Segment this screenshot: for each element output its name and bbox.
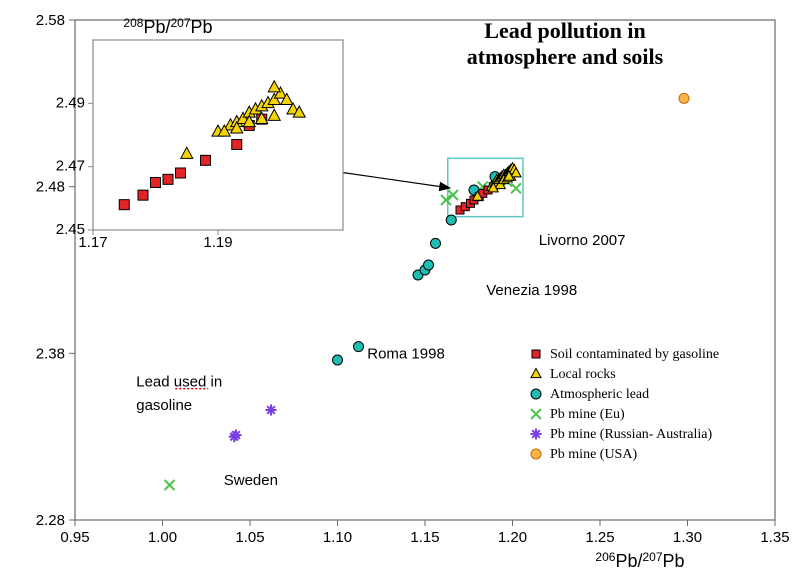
legend-label: Pb mine (Eu)	[550, 407, 625, 422]
svg-text:1.19: 1.19	[203, 234, 232, 251]
chart-container: 0.95 1.00 1.05 1.10 1.15 1.20 1.25 1.30 1.35 2.28…	[0, 0, 812, 583]
svg-text:206Pb/207Pb: 206Pb/207Pb	[595, 550, 684, 571]
svg-text:1.00: 1.00	[148, 529, 177, 546]
annotation: Sweden	[224, 472, 278, 489]
svg-text:atmosphere and soils: atmosphere and soils	[467, 44, 664, 69]
svg-text:208Pb/207Pb: 208Pb/207Pb	[123, 16, 212, 37]
axis-label: 208Pb/207Pb	[123, 16, 212, 37]
annotation: Lead used in	[136, 374, 222, 391]
svg-text:2.38: 2.38	[36, 345, 65, 362]
callout-arrow	[339, 172, 450, 188]
svg-text:1.35: 1.35	[760, 529, 789, 546]
svg-text:1.10: 1.10	[323, 529, 352, 546]
svg-text:1.30: 1.30	[673, 529, 702, 546]
legend: Soil contaminated by gasoline Local rocks…	[531, 347, 720, 462]
svg-text:2.45: 2.45	[56, 221, 85, 238]
annotation: Venezia 1998	[486, 282, 577, 299]
annotation: gasoline	[136, 397, 192, 414]
series-local_rocks	[473, 163, 522, 201]
series-pb_mine_ru_au	[229, 405, 277, 443]
svg-text:1.15: 1.15	[410, 529, 439, 546]
chart-title: Lead pollution in	[484, 18, 645, 43]
annotation: Roma 1998	[367, 345, 445, 362]
scatter-chart: 0.95 1.00 1.05 1.10 1.15 1.20 1.25 1.30 1.35 2.28…	[0, 0, 812, 583]
legend-label: Pb mine (USA)	[550, 447, 637, 462]
svg-text:2.28: 2.28	[36, 512, 65, 529]
axis-label: 206Pb/207Pb	[595, 550, 684, 571]
legend-label: Soil contaminated by gasoline	[550, 347, 719, 362]
svg-text:2.49: 2.49	[56, 94, 85, 111]
annotation: Livorno 2007	[539, 232, 626, 249]
legend-label: Local rocks	[550, 367, 616, 382]
svg-text:0.95: 0.95	[60, 529, 89, 546]
legend-label: Pb mine (Russian- Australia)	[550, 427, 712, 442]
svg-text:2.47: 2.47	[56, 158, 85, 175]
svg-text:2.48: 2.48	[36, 179, 65, 196]
legend-label: Atmospheric lead	[550, 387, 649, 402]
svg-text:2.58: 2.58	[36, 12, 65, 29]
svg-text:1.25: 1.25	[585, 529, 614, 546]
series-pb_mine_usa	[679, 93, 689, 103]
svg-text:1.20: 1.20	[498, 529, 527, 546]
svg-text:1.05: 1.05	[235, 529, 264, 546]
